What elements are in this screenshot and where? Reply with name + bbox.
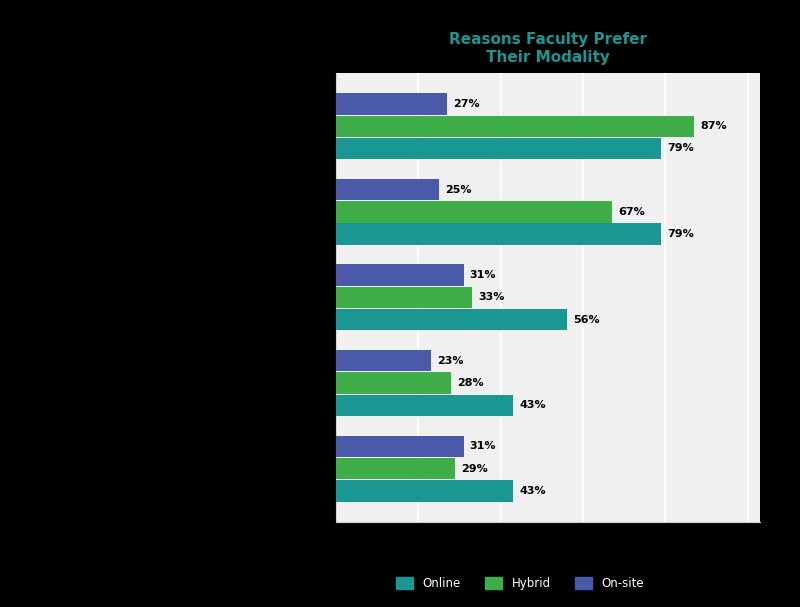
Bar [336, 115, 694, 137]
Text: 79%: 79% [667, 229, 694, 239]
Text: 79%: 79% [667, 143, 694, 154]
Title: Reasons Faculty Prefer
Their Modality: Reasons Faculty Prefer Their Modality [449, 32, 647, 65]
Text: 43%: 43% [519, 486, 546, 496]
Bar [336, 201, 612, 223]
Bar [336, 223, 662, 245]
Bar [336, 436, 464, 457]
Text: 67%: 67% [618, 207, 645, 217]
Text: 25%: 25% [445, 185, 471, 195]
Text: 31%: 31% [470, 441, 496, 452]
Bar [336, 287, 472, 308]
Legend: Online, Hybrid, On-site: Online, Hybrid, On-site [391, 572, 649, 595]
Bar [336, 350, 430, 371]
Text: 29%: 29% [462, 464, 488, 473]
Text: 27%: 27% [454, 99, 480, 109]
Text: 43%: 43% [519, 400, 546, 410]
Bar [336, 93, 447, 115]
Bar [336, 395, 513, 416]
Text: 56%: 56% [573, 314, 599, 325]
Bar [336, 265, 464, 286]
Text: 23%: 23% [437, 356, 463, 366]
Bar [336, 480, 513, 501]
Text: 87%: 87% [700, 121, 727, 131]
Bar [336, 458, 455, 480]
Text: 28%: 28% [458, 378, 484, 388]
Bar [336, 138, 662, 159]
Bar [336, 179, 439, 200]
Text: 31%: 31% [470, 270, 496, 280]
Bar [336, 372, 451, 394]
Text: 33%: 33% [478, 293, 504, 302]
Bar [336, 309, 566, 330]
